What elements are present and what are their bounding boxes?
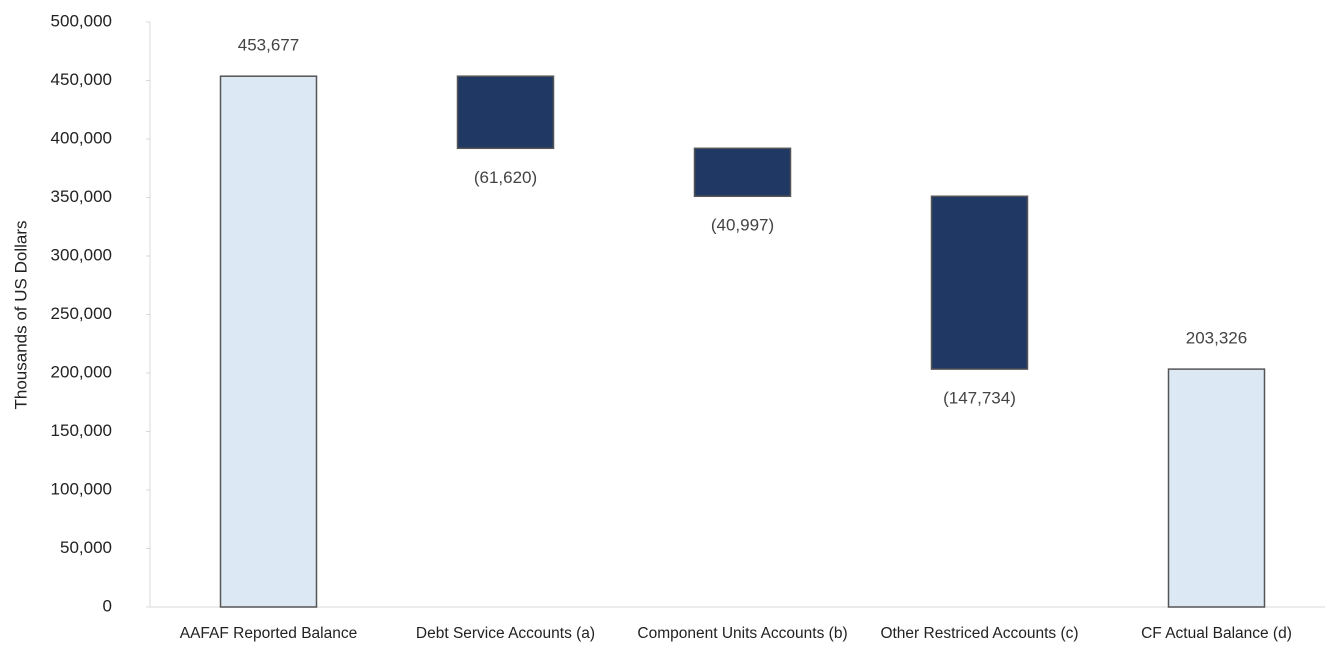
- total-bar: [1167, 368, 1266, 608]
- x-tick-label: AAFAF Reported Balance: [179, 625, 358, 642]
- x-tick-label: CF Actual Balance (d): [1141, 625, 1292, 642]
- x-tick-label: Other Restriced Accounts (c): [880, 625, 1079, 642]
- value-label: (40,997): [711, 216, 774, 235]
- y-tick-label: 0: [103, 596, 112, 615]
- y-tick-label: 100,000: [51, 479, 112, 498]
- value-label: (61,620): [474, 168, 537, 187]
- y-tick-label: 350,000: [51, 187, 112, 206]
- y-axis-title: Thousands of US Dollars: [11, 221, 30, 410]
- y-tick-label: 400,000: [51, 128, 112, 147]
- y-tick-label: 500,000: [51, 11, 112, 30]
- total-bar: [219, 75, 318, 608]
- y-tick-label: 200,000: [51, 362, 112, 381]
- x-tick-label: Component Units Accounts (b): [637, 625, 848, 642]
- value-label: (147,734): [943, 389, 1016, 408]
- y-tick-label: 50,000: [60, 538, 112, 557]
- y-tick-label: 300,000: [51, 245, 112, 264]
- value-label: 203,326: [1186, 329, 1247, 348]
- value-label: 453,677: [238, 36, 299, 55]
- x-tick-label: Debt Service Accounts (a): [415, 625, 596, 642]
- delta-bar: [930, 195, 1029, 370]
- y-tick-label: 250,000: [51, 304, 112, 323]
- delta-bar: [693, 147, 792, 198]
- y-tick-label: 450,000: [51, 70, 112, 89]
- y-tick-label: 150,000: [51, 421, 112, 440]
- delta-bar: [456, 75, 555, 150]
